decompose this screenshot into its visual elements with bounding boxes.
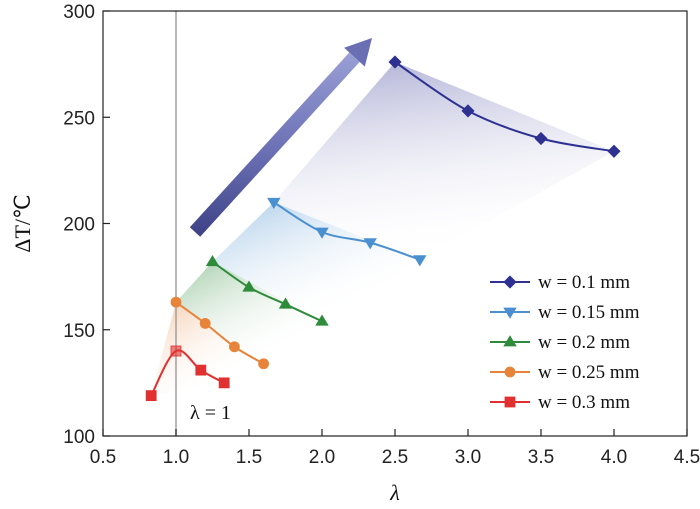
- data-point: [195, 364, 207, 376]
- x-tick-label: 2.5: [382, 447, 408, 468]
- y-tick-label: 200: [63, 215, 95, 236]
- legend-label: w = 0.2 mm: [538, 332, 630, 353]
- data-point: [315, 227, 329, 239]
- data-point: [461, 104, 475, 118]
- data-point: [258, 358, 270, 370]
- ribbon: [212, 202, 420, 322]
- legend-label: w = 0.3 mm: [538, 392, 630, 413]
- x-tick-label: 3.5: [528, 447, 554, 468]
- x-tick-label: 1.0: [163, 447, 189, 468]
- data-point: [145, 390, 157, 402]
- x-tick-label: 0.5: [90, 447, 116, 468]
- series-2: [205, 254, 329, 326]
- legend-label: w = 0.25 mm: [538, 362, 640, 383]
- x-tick-label: 1.5: [236, 447, 262, 468]
- series-line: [273, 201, 421, 261]
- legend: w = 0.1 mm w = 0.15 mm w = 0.2 mm w = 0.25 …: [490, 272, 640, 413]
- legend-item: w = 0.25 mm: [490, 362, 640, 383]
- data-point: [504, 366, 516, 378]
- series-line: [211, 260, 323, 323]
- series-line: [394, 61, 615, 153]
- series-layer: [145, 55, 621, 402]
- y-tick-label: 250: [63, 108, 95, 129]
- data-point: [199, 317, 211, 329]
- data-point: [170, 296, 182, 308]
- y-tick-label: 150: [63, 321, 95, 342]
- data-point: [503, 335, 517, 347]
- ribbon: [273, 62, 614, 260]
- series-0: [388, 55, 621, 158]
- data-point: [218, 377, 230, 389]
- data-point: [534, 131, 548, 146]
- data-point: [267, 197, 281, 210]
- data-point: [205, 254, 220, 267]
- x-tick-label: 2.0: [309, 447, 335, 468]
- ribbon-layer: [151, 62, 614, 396]
- data-point: [503, 275, 517, 289]
- series-line: [175, 301, 265, 365]
- data-point: [228, 341, 240, 353]
- trend-arrow-shaft: [189, 52, 360, 237]
- y-tick-label: 300: [63, 2, 95, 23]
- data-point: [278, 297, 293, 309]
- axis-ticks: 0.5 1.0 1.5 2.0 2.5 3.0 3.5 4.0 4.5 100 150 200 250 3…: [63, 2, 700, 468]
- trend-arrow: [189, 38, 372, 237]
- legend-label: w = 0.15 mm: [538, 302, 640, 323]
- series-3: [170, 296, 270, 370]
- ribbon: [176, 261, 322, 364]
- x-tick-label: 3.0: [455, 447, 481, 468]
- data-point: [413, 255, 427, 267]
- data-point: [503, 307, 517, 319]
- data-point: [363, 238, 377, 250]
- legend-label: w = 0.1 mm: [538, 272, 630, 293]
- data-point: [242, 280, 256, 292]
- series-1: [267, 197, 427, 267]
- y-axis-title: ΔT/℃: [10, 194, 35, 252]
- data-point: [504, 396, 516, 408]
- ribbon: [151, 302, 264, 396]
- data-point: [315, 314, 329, 326]
- legend-item: w = 0.2 mm: [490, 332, 630, 353]
- series-4: [145, 345, 230, 402]
- reference-line-label: λ = 1: [190, 402, 231, 424]
- x-tick-label: 4.5: [674, 447, 700, 468]
- y-tick-label: 100: [63, 427, 95, 448]
- legend-item: w = 0.1 mm: [490, 272, 630, 293]
- x-tick-label: 4.0: [601, 447, 627, 468]
- data-point: [607, 144, 621, 158]
- x-axis-title: λ: [389, 480, 400, 505]
- data-point: [388, 55, 402, 69]
- data-point: [170, 345, 182, 357]
- legend-item: w = 0.3 mm: [490, 392, 630, 413]
- legend-item: w = 0.15 mm: [490, 302, 640, 323]
- trend-arrow-head: [344, 38, 372, 67]
- series-line: [150, 349, 225, 397]
